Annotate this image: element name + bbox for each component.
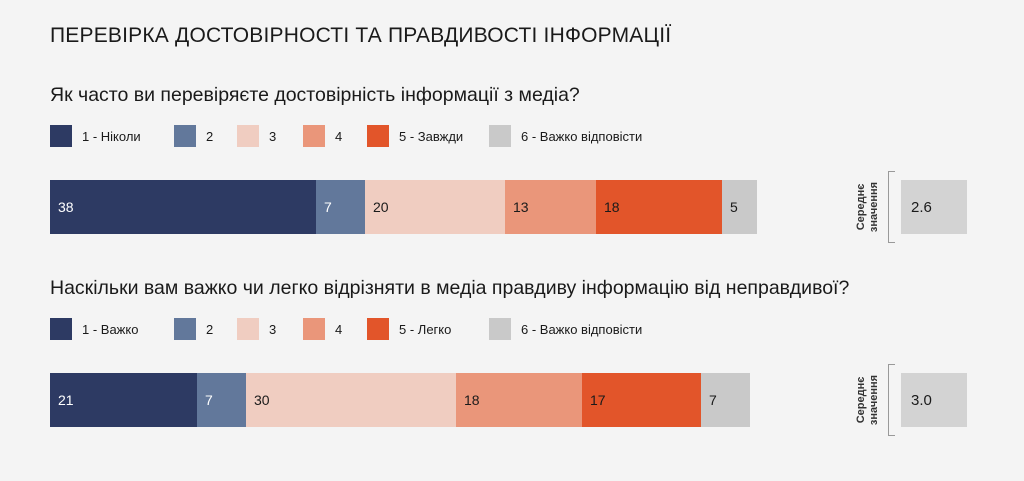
legend-label: 5 - Легко bbox=[399, 321, 452, 337]
legend-swatch bbox=[50, 125, 72, 147]
mean-caption-line1: Середнє bbox=[855, 376, 867, 424]
mean-caption-line1: Середнє bbox=[855, 183, 867, 231]
legend-label: 2 bbox=[206, 321, 214, 337]
chart-question: Наскільки вам важко чи легко відрізняти … bbox=[50, 277, 850, 299]
mean-value: 2.6 bbox=[911, 198, 932, 216]
legend-label: 1 - Важко bbox=[82, 321, 139, 337]
bar-segment: 30 bbox=[246, 373, 456, 427]
data-label: 20 bbox=[373, 199, 389, 215]
legend-label: 6 - Важко відповісти bbox=[521, 321, 643, 337]
legend-item: 4 bbox=[303, 318, 343, 340]
legend-label: 3 bbox=[269, 128, 277, 144]
mean-value-box: 3.0 bbox=[901, 373, 967, 427]
data-label: 38 bbox=[58, 199, 74, 215]
mean-caption-text: Середнє значення bbox=[855, 375, 881, 425]
legend-swatch bbox=[174, 318, 196, 340]
data-label: 7 bbox=[709, 392, 717, 408]
mean-caption-text: Середнє значення bbox=[855, 182, 881, 232]
data-label: 18 bbox=[464, 392, 480, 408]
bar-segment: 7 bbox=[197, 373, 246, 427]
data-label: 13 bbox=[513, 199, 529, 215]
chart-question: Як часто ви перевіряєте достовірність ін… bbox=[50, 84, 580, 106]
legend-item: 5 - Завжди bbox=[367, 125, 464, 147]
bar-segment: 18 bbox=[456, 373, 582, 427]
mean-caption-line2: значення bbox=[868, 181, 880, 233]
legend-swatch bbox=[50, 318, 72, 340]
legend-item: 3 bbox=[237, 125, 277, 147]
data-label: 5 bbox=[730, 199, 738, 215]
mean-value: 3.0 bbox=[911, 391, 932, 409]
legend-item: 1 - Ніколи bbox=[50, 125, 141, 147]
legend-swatch bbox=[367, 318, 389, 340]
mean-bracket bbox=[888, 171, 895, 243]
mean-caption: Середнє значення bbox=[844, 366, 892, 434]
legend-item: 6 - Важко відповісти bbox=[489, 125, 643, 147]
data-label: 7 bbox=[205, 392, 213, 408]
bar-segment: 7 bbox=[316, 180, 365, 234]
bar-segment: 38 bbox=[50, 180, 316, 234]
data-label: 21 bbox=[58, 392, 74, 408]
legend-item: 5 - Легко bbox=[367, 318, 452, 340]
legend-item: 1 - Важко bbox=[50, 318, 139, 340]
legend-item: 2 bbox=[174, 125, 214, 147]
bar-segment: 5 bbox=[722, 180, 757, 234]
stacked-bar: 21 7 30 18 17 7 bbox=[50, 373, 750, 427]
bar-segment: 13 bbox=[505, 180, 596, 234]
legend-label: 6 - Важко відповісти bbox=[521, 128, 643, 144]
legend-swatch bbox=[367, 125, 389, 147]
stacked-bar: 38 7 20 13 18 5 bbox=[50, 180, 757, 234]
legend-label: 2 bbox=[206, 128, 214, 144]
mean-caption-line2: значення bbox=[868, 374, 880, 426]
bar-segment: 20 bbox=[365, 180, 505, 234]
legend-label: 5 - Завжди bbox=[399, 128, 464, 144]
data-label: 17 bbox=[590, 392, 606, 408]
data-label: 30 bbox=[254, 392, 270, 408]
legend-swatch bbox=[174, 125, 196, 147]
bar-segment: 21 bbox=[50, 373, 197, 427]
legend-item: 4 bbox=[303, 125, 343, 147]
legend-label: 4 bbox=[335, 321, 343, 337]
mean-caption: Середнє значення bbox=[844, 173, 892, 241]
data-label: 7 bbox=[324, 199, 332, 215]
legend-swatch bbox=[303, 125, 325, 147]
data-label: 18 bbox=[604, 199, 620, 215]
legend-item: 6 - Важко відповісти bbox=[489, 318, 643, 340]
mean-bracket bbox=[888, 364, 895, 436]
legend-swatch bbox=[303, 318, 325, 340]
legend-swatch bbox=[489, 125, 511, 147]
legend-item: 3 bbox=[237, 318, 277, 340]
legend-label: 1 - Ніколи bbox=[82, 128, 141, 144]
page-title: ПЕРЕВІРКА ДОСТОВІРНОСТІ ТА ПРАВДИВОСТІ І… bbox=[50, 24, 672, 47]
legend-swatch bbox=[489, 318, 511, 340]
legend-swatch bbox=[237, 125, 259, 147]
legend-label: 4 bbox=[335, 128, 343, 144]
bar-segment: 7 bbox=[701, 373, 750, 427]
legend-item: 2 bbox=[174, 318, 214, 340]
legend-swatch bbox=[237, 318, 259, 340]
legend-label: 3 bbox=[269, 321, 277, 337]
bar-segment: 17 bbox=[582, 373, 701, 427]
bar-segment: 18 bbox=[596, 180, 722, 234]
mean-value-box: 2.6 bbox=[901, 180, 967, 234]
